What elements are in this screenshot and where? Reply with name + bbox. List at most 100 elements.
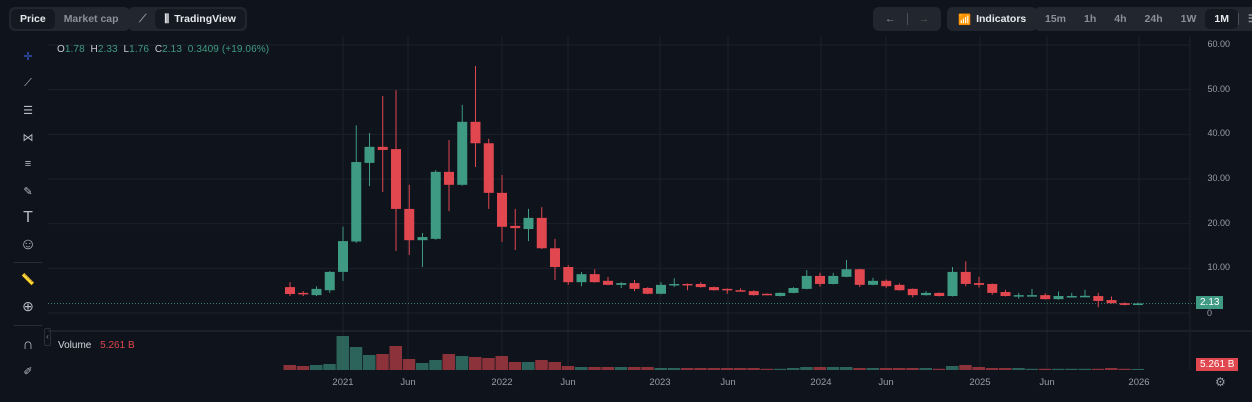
candle-body xyxy=(921,292,931,296)
volume-bar xyxy=(429,360,442,370)
candle-body xyxy=(1119,303,1130,305)
line-chart-icon: ⟋ xyxy=(139,12,147,25)
text-icon[interactable]: T xyxy=(23,209,33,226)
settings-gear-icon[interactable]: ⚙ xyxy=(1215,375,1226,389)
candle-body xyxy=(815,275,825,284)
candle-body xyxy=(1106,300,1117,304)
time-tick: 2023 xyxy=(649,377,671,388)
candle-body xyxy=(881,280,892,287)
volume-bar xyxy=(787,368,800,370)
volume-bar xyxy=(376,354,389,370)
trend-line-icon[interactable]: ⟋ xyxy=(24,76,32,89)
zoom-in-icon[interactable]: ⊕ xyxy=(22,297,34,314)
indicators-button[interactable]: 📶 Indicators xyxy=(949,9,1035,29)
interval-15m[interactable]: 15m xyxy=(1045,13,1067,25)
candle-body xyxy=(523,217,534,230)
price-tab[interactable]: Price xyxy=(11,9,55,29)
volume-bar xyxy=(720,368,734,370)
chart-type-toggle: ⟋ ⫼ TradingView xyxy=(128,7,247,31)
candle-body xyxy=(1080,295,1090,298)
candle-body xyxy=(695,283,706,288)
interval-1m[interactable]: 1M xyxy=(1205,9,1238,29)
volume-bar xyxy=(482,358,495,370)
volume-bar xyxy=(561,366,575,370)
fib-retracement-icon[interactable]: ≡ xyxy=(24,158,32,170)
price-tick: 10.00 xyxy=(1207,262,1230,272)
volume-bar xyxy=(893,368,906,370)
redo-arrow-icon[interactable]: → xyxy=(918,13,930,25)
volume-bar xyxy=(1025,368,1038,370)
market-cap-tab[interactable]: Market cap xyxy=(63,13,119,25)
divider xyxy=(14,262,42,263)
divider xyxy=(14,325,42,326)
volume-bar xyxy=(932,368,946,370)
candle-body xyxy=(1066,296,1077,298)
volume-bar xyxy=(985,368,999,370)
candle-body xyxy=(550,248,560,267)
last-price-tag: 2.13 xyxy=(1196,296,1224,309)
close-label: C xyxy=(154,44,163,55)
time-tick: Jun xyxy=(878,377,894,388)
open-label: O xyxy=(57,44,65,55)
volume-bar xyxy=(1012,368,1025,370)
volume-value: 5.261 B xyxy=(100,340,135,351)
volume-bar xyxy=(654,368,667,370)
tradingview-button[interactable]: ⫼ TradingView xyxy=(155,9,245,29)
line-chart-button[interactable]: ⟋ xyxy=(130,9,155,29)
candle-body xyxy=(1027,295,1037,297)
candle-body xyxy=(788,287,799,293)
indicators-icon: 📶 xyxy=(958,13,972,26)
crosshair-icon[interactable]: ✛ xyxy=(23,50,33,63)
volume-bar xyxy=(323,364,336,370)
candle-body xyxy=(987,283,998,293)
volume-bar xyxy=(999,368,1012,370)
candle-body xyxy=(563,266,574,283)
volume-bar xyxy=(495,356,508,370)
volume-bar xyxy=(813,367,826,370)
volume-bar xyxy=(972,367,985,370)
interval-24h[interactable]: 24h xyxy=(1144,13,1163,25)
volume-bar xyxy=(336,336,349,370)
volume-legend: Volume 5.261 B xyxy=(58,340,135,351)
indicators-label: Indicators xyxy=(976,13,1027,25)
interval-1w[interactable]: 1W xyxy=(1180,13,1197,25)
ruler-icon[interactable]: 📏 xyxy=(21,273,35,286)
candle-body xyxy=(669,283,680,286)
volume-tag: 5.261 B xyxy=(1196,358,1239,371)
candle-body xyxy=(510,225,521,229)
candle-body xyxy=(1000,292,1011,297)
candle-body xyxy=(656,284,666,294)
interval-4h[interactable]: 4h xyxy=(1114,13,1127,25)
pattern-icon[interactable]: ⋈ xyxy=(22,131,34,144)
history-nav: ← → xyxy=(873,7,941,31)
interval-1h[interactable]: 1h xyxy=(1084,13,1097,25)
change-value: 0.3409 (+19.06%) xyxy=(187,44,270,55)
time-tick: Jun xyxy=(720,377,736,388)
volume-bar xyxy=(310,365,323,370)
collapse-toolbar-button[interactable]: ‹ xyxy=(44,328,51,346)
volume-bar xyxy=(416,363,429,370)
volume-bar xyxy=(469,357,482,370)
volume-bar xyxy=(349,347,363,370)
volume-bar xyxy=(588,367,601,370)
volume-bar xyxy=(1091,368,1105,370)
volume-bar xyxy=(853,368,866,370)
settings-sliders-icon[interactable]: ☰ xyxy=(1239,9,1252,29)
candle-body xyxy=(311,288,322,296)
price-tick: 60.00 xyxy=(1207,39,1230,49)
candle-body xyxy=(907,288,918,296)
brush-icon[interactable]: ✎ xyxy=(23,185,33,198)
emoji-icon[interactable]: ☺ xyxy=(19,236,37,253)
volume-bar xyxy=(773,368,787,370)
volume-bar xyxy=(535,360,548,370)
volume-label: Volume xyxy=(58,340,92,351)
horizontal-lines-icon[interactable]: ☰ xyxy=(23,104,33,117)
volume-bar xyxy=(760,368,773,370)
magnet-icon[interactable]: ∩ xyxy=(22,335,34,353)
candle-body xyxy=(298,292,309,295)
candle-body xyxy=(417,237,428,241)
lock-drawings-icon[interactable]: ✐ xyxy=(23,365,33,378)
undo-arrow-icon[interactable]: ← xyxy=(885,13,896,25)
ohlc-legend: O1.78 H2.33 L1.76 C2.13 0.3409 (+19.06%) xyxy=(57,44,269,55)
